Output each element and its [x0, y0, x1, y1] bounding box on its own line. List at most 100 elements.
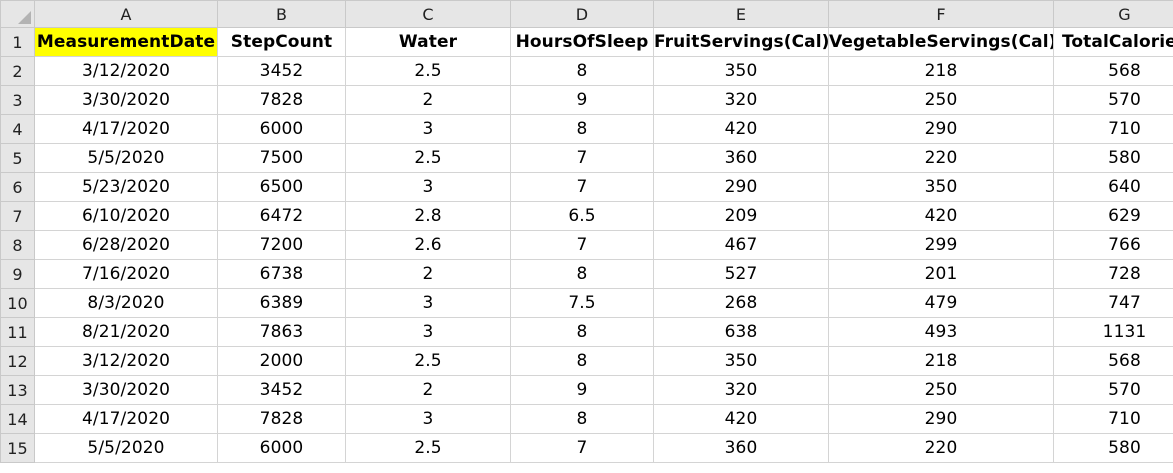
- cell-a[interactable]: 4/17/2020: [34, 114, 218, 144]
- cell-e[interactable]: 350: [653, 346, 829, 376]
- cell-c[interactable]: 2.5: [345, 346, 511, 376]
- cell-d1-header[interactable]: HoursOfSleep: [510, 27, 654, 57]
- cell-e[interactable]: 350: [653, 56, 829, 86]
- cell-b[interactable]: 7500: [217, 143, 346, 173]
- cell-g[interactable]: 710: [1053, 114, 1173, 144]
- cell-a1-header[interactable]: MeasurementDate: [34, 27, 218, 57]
- cell-d[interactable]: 7.5: [510, 288, 654, 318]
- cell-f1-header[interactable]: VegetableServings(Cal): [828, 27, 1054, 57]
- cell-g[interactable]: 1131: [1053, 317, 1173, 347]
- cell-e[interactable]: 209: [653, 201, 829, 231]
- cell-d[interactable]: 7: [510, 230, 654, 260]
- cell-c[interactable]: 3: [345, 288, 511, 318]
- cell-b[interactable]: 3452: [217, 375, 346, 405]
- cell-a[interactable]: 3/12/2020: [34, 346, 218, 376]
- cell-c[interactable]: 2.8: [345, 201, 511, 231]
- column-header-g[interactable]: G: [1053, 0, 1173, 28]
- row-header[interactable]: 7: [0, 201, 35, 231]
- cell-e[interactable]: 638: [653, 317, 829, 347]
- cell-c[interactable]: 2.6: [345, 230, 511, 260]
- cell-a[interactable]: 5/5/2020: [34, 433, 218, 463]
- cell-a[interactable]: 3/30/2020: [34, 85, 218, 115]
- cell-f[interactable]: 250: [828, 85, 1054, 115]
- cell-d[interactable]: 8: [510, 317, 654, 347]
- cell-c[interactable]: 3: [345, 317, 511, 347]
- cell-e[interactable]: 420: [653, 114, 829, 144]
- cell-g[interactable]: 728: [1053, 259, 1173, 289]
- cell-e[interactable]: 360: [653, 143, 829, 173]
- cell-d[interactable]: 7: [510, 143, 654, 173]
- column-header-a[interactable]: A: [34, 0, 218, 28]
- cell-e[interactable]: 320: [653, 85, 829, 115]
- cell-g[interactable]: 747: [1053, 288, 1173, 318]
- cell-f[interactable]: 218: [828, 56, 1054, 86]
- cell-b[interactable]: 3452: [217, 56, 346, 86]
- cell-d[interactable]: 6.5: [510, 201, 654, 231]
- cell-d[interactable]: 8: [510, 346, 654, 376]
- cell-b[interactable]: 7200: [217, 230, 346, 260]
- cell-b[interactable]: 6000: [217, 433, 346, 463]
- cell-g[interactable]: 580: [1053, 433, 1173, 463]
- cell-d[interactable]: 9: [510, 85, 654, 115]
- column-header-b[interactable]: B: [217, 0, 346, 28]
- cell-b[interactable]: 6389: [217, 288, 346, 318]
- cell-g[interactable]: 629: [1053, 201, 1173, 231]
- cell-g[interactable]: 710: [1053, 404, 1173, 434]
- row-header[interactable]: 11: [0, 317, 35, 347]
- cell-d[interactable]: 8: [510, 114, 654, 144]
- row-header[interactable]: 5: [0, 143, 35, 173]
- cell-f[interactable]: 420: [828, 201, 1054, 231]
- cell-d[interactable]: 7: [510, 433, 654, 463]
- row-header[interactable]: 2: [0, 56, 35, 86]
- cell-g[interactable]: 568: [1053, 56, 1173, 86]
- cell-d[interactable]: 7: [510, 172, 654, 202]
- column-header-c[interactable]: C: [345, 0, 511, 28]
- row-header[interactable]: 12: [0, 346, 35, 376]
- cell-g[interactable]: 580: [1053, 143, 1173, 173]
- cell-b[interactable]: 6738: [217, 259, 346, 289]
- cell-e[interactable]: 467: [653, 230, 829, 260]
- cell-f[interactable]: 350: [828, 172, 1054, 202]
- cell-c[interactable]: 2.5: [345, 433, 511, 463]
- row-header[interactable]: 14: [0, 404, 35, 434]
- cell-g[interactable]: 570: [1053, 85, 1173, 115]
- row-header[interactable]: 9: [0, 259, 35, 289]
- row-header[interactable]: 10: [0, 288, 35, 318]
- cell-d[interactable]: 8: [510, 259, 654, 289]
- cell-c1-header[interactable]: Water: [345, 27, 511, 57]
- cell-b[interactable]: 7828: [217, 404, 346, 434]
- cell-e[interactable]: 527: [653, 259, 829, 289]
- cell-a[interactable]: 8/21/2020: [34, 317, 218, 347]
- cell-g[interactable]: 766: [1053, 230, 1173, 260]
- cell-b[interactable]: 6500: [217, 172, 346, 202]
- cell-g1-header[interactable]: TotalCalories: [1053, 27, 1173, 57]
- cell-e[interactable]: 360: [653, 433, 829, 463]
- cell-a[interactable]: 8/3/2020: [34, 288, 218, 318]
- cell-e1-header[interactable]: FruitServings(Cal): [653, 27, 829, 57]
- cell-b[interactable]: 6000: [217, 114, 346, 144]
- cell-c[interactable]: 2: [345, 375, 511, 405]
- row-header[interactable]: 1: [0, 27, 35, 57]
- cell-g[interactable]: 568: [1053, 346, 1173, 376]
- cell-a[interactable]: 7/16/2020: [34, 259, 218, 289]
- select-all-corner[interactable]: [0, 0, 35, 28]
- cell-f[interactable]: 479: [828, 288, 1054, 318]
- cell-f[interactable]: 218: [828, 346, 1054, 376]
- cell-f[interactable]: 290: [828, 114, 1054, 144]
- cell-f[interactable]: 299: [828, 230, 1054, 260]
- cell-c[interactable]: 2.5: [345, 143, 511, 173]
- cell-a[interactable]: 6/10/2020: [34, 201, 218, 231]
- cell-b[interactable]: 2000: [217, 346, 346, 376]
- cell-b[interactable]: 7863: [217, 317, 346, 347]
- row-header[interactable]: 6: [0, 172, 35, 202]
- row-header[interactable]: 4: [0, 114, 35, 144]
- cell-a[interactable]: 3/30/2020: [34, 375, 218, 405]
- cell-e[interactable]: 268: [653, 288, 829, 318]
- row-header[interactable]: 13: [0, 375, 35, 405]
- cell-e[interactable]: 290: [653, 172, 829, 202]
- cell-f[interactable]: 290: [828, 404, 1054, 434]
- cell-d[interactable]: 8: [510, 404, 654, 434]
- cell-c[interactable]: 3: [345, 172, 511, 202]
- cell-a[interactable]: 4/17/2020: [34, 404, 218, 434]
- cell-c[interactable]: 2.5: [345, 56, 511, 86]
